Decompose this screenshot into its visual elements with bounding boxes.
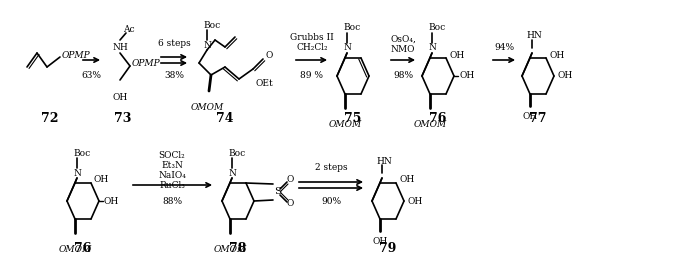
- Text: OPMP: OPMP: [62, 51, 90, 60]
- Text: NH: NH: [112, 44, 128, 52]
- Text: OH: OH: [94, 176, 109, 185]
- Text: 38%: 38%: [164, 70, 184, 80]
- Text: OH: OH: [373, 237, 388, 246]
- Text: OH: OH: [407, 197, 422, 206]
- Text: 63%: 63%: [81, 70, 101, 80]
- Text: Boc: Boc: [428, 23, 445, 32]
- Text: CH₂Cl₂: CH₂Cl₂: [296, 43, 328, 52]
- Text: 94%: 94%: [494, 43, 514, 52]
- Text: OH: OH: [112, 93, 128, 102]
- Text: 76: 76: [75, 242, 92, 255]
- Text: HN: HN: [376, 156, 392, 165]
- Text: N: N: [228, 168, 236, 177]
- Text: 73: 73: [115, 111, 132, 124]
- Text: 79: 79: [380, 242, 397, 255]
- Text: 89 %: 89 %: [301, 70, 324, 80]
- Text: S: S: [275, 188, 282, 197]
- Text: OMOM: OMOM: [213, 245, 246, 254]
- Text: Boc: Boc: [228, 148, 245, 157]
- Text: 76: 76: [429, 111, 446, 124]
- Text: N: N: [73, 168, 81, 177]
- Text: 72: 72: [41, 111, 59, 124]
- Text: OH: OH: [522, 112, 538, 121]
- Text: OPMP: OPMP: [132, 59, 161, 68]
- Text: Boc: Boc: [343, 23, 360, 32]
- Text: 74: 74: [216, 111, 234, 124]
- Text: OH: OH: [459, 72, 474, 81]
- Text: OMOM: OMOM: [413, 120, 446, 129]
- Text: OH: OH: [557, 72, 572, 81]
- Text: 6 steps: 6 steps: [157, 39, 190, 48]
- Text: Ac: Ac: [123, 26, 135, 35]
- Text: N: N: [203, 40, 211, 49]
- Text: OsO₄,: OsO₄,: [390, 35, 416, 44]
- Text: OMOM: OMOM: [328, 120, 362, 129]
- Text: Boc: Boc: [203, 20, 220, 30]
- Text: SOCl₂: SOCl₂: [159, 151, 186, 160]
- Text: Grubbs II: Grubbs II: [290, 32, 334, 41]
- Text: OMOM: OMOM: [190, 103, 224, 112]
- Text: NMO: NMO: [391, 44, 415, 53]
- Text: O: O: [265, 51, 273, 60]
- Text: Boc: Boc: [73, 148, 90, 157]
- Text: RuCl₃: RuCl₃: [159, 181, 185, 189]
- Text: OH: OH: [449, 51, 464, 60]
- Text: 98%: 98%: [393, 70, 413, 80]
- Text: 75: 75: [344, 111, 362, 124]
- Text: 88%: 88%: [162, 197, 182, 206]
- Text: NaIO₄: NaIO₄: [158, 171, 186, 180]
- Text: OEt: OEt: [255, 79, 273, 88]
- Text: 2 steps: 2 steps: [315, 163, 347, 172]
- Text: 77: 77: [529, 111, 546, 124]
- Text: O: O: [286, 200, 294, 209]
- Text: OMOM: OMOM: [59, 245, 92, 254]
- Text: OH: OH: [104, 197, 119, 206]
- Text: 90%: 90%: [321, 197, 341, 206]
- Text: OH: OH: [399, 176, 414, 185]
- Text: OH: OH: [549, 51, 564, 60]
- Text: N: N: [343, 44, 351, 52]
- Text: Et₃N: Et₃N: [161, 160, 183, 169]
- Text: N: N: [428, 44, 436, 52]
- Text: HN: HN: [526, 31, 542, 40]
- Text: O: O: [286, 176, 294, 185]
- Text: 78: 78: [229, 242, 247, 255]
